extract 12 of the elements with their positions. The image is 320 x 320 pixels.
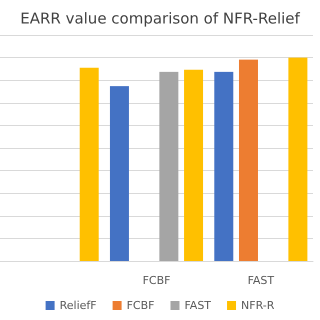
legend-label: FCBF: [126, 299, 154, 312]
legend-label: FAST: [184, 299, 212, 312]
bar: [159, 72, 178, 261]
legend-label: ReliefF: [60, 299, 97, 312]
bar: [288, 58, 308, 261]
legend-label: NFR-R: [241, 299, 275, 312]
bar: [184, 70, 204, 261]
bar: [214, 72, 234, 261]
bar: [110, 86, 129, 261]
chart-title: EARR value comparison of NFR-Relief: [20, 10, 300, 28]
bar: [80, 68, 99, 261]
bar: [238, 60, 258, 261]
